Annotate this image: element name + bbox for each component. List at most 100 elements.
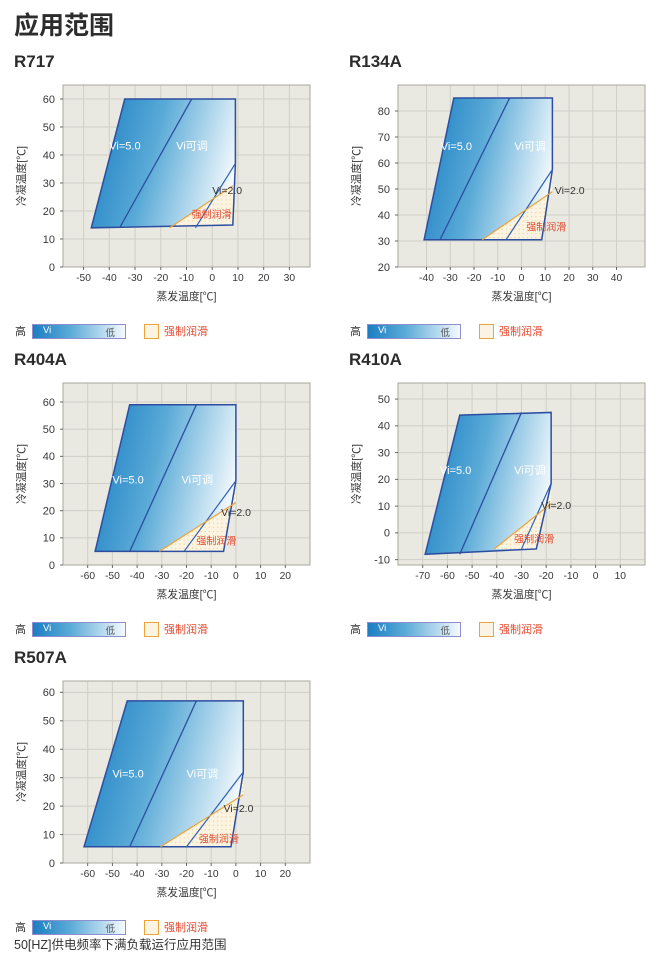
svg-text:-40: -40 bbox=[102, 273, 117, 284]
svg-text:0: 0 bbox=[49, 858, 55, 870]
svg-text:60: 60 bbox=[378, 158, 390, 170]
svg-text:50: 50 bbox=[43, 716, 55, 728]
svg-text:0: 0 bbox=[209, 273, 215, 284]
svg-text:20: 20 bbox=[280, 869, 292, 880]
svg-text:蒸发温度[℃]: 蒸发温度[℃] bbox=[492, 587, 552, 601]
svg-text:强制润滑: 强制润滑 bbox=[192, 208, 232, 221]
svg-text:30: 30 bbox=[378, 447, 390, 459]
svg-text:60: 60 bbox=[43, 687, 55, 699]
svg-text:20: 20 bbox=[43, 206, 55, 218]
svg-text:30: 30 bbox=[43, 478, 55, 490]
svg-text:-20: -20 bbox=[467, 273, 482, 284]
svg-text:40: 40 bbox=[43, 150, 55, 162]
svg-text:0: 0 bbox=[519, 273, 525, 284]
svg-text:-50: -50 bbox=[76, 273, 91, 284]
svg-text:60: 60 bbox=[43, 397, 55, 409]
svg-text:-40: -40 bbox=[130, 571, 145, 582]
svg-text:Vi=5.0: Vi=5.0 bbox=[441, 141, 472, 153]
svg-text:10: 10 bbox=[540, 273, 552, 284]
svg-text:10: 10 bbox=[615, 571, 627, 582]
svg-text:-30: -30 bbox=[514, 571, 529, 582]
svg-text:30: 30 bbox=[587, 273, 599, 284]
svg-text:Vi=5.0: Vi=5.0 bbox=[109, 140, 140, 152]
svg-text:40: 40 bbox=[43, 744, 55, 756]
svg-text:Vi可调: Vi可调 bbox=[176, 139, 208, 152]
svg-text:-10: -10 bbox=[204, 869, 219, 880]
svg-text:-10: -10 bbox=[179, 273, 194, 284]
svg-text:蒸发温度[℃]: 蒸发温度[℃] bbox=[157, 885, 217, 899]
svg-text:-20: -20 bbox=[153, 273, 168, 284]
svg-text:10: 10 bbox=[255, 571, 267, 582]
svg-text:Vi=2.0: Vi=2.0 bbox=[224, 803, 254, 815]
svg-text:20: 20 bbox=[43, 801, 55, 813]
svg-text:Vi可调: Vi可调 bbox=[182, 474, 214, 487]
svg-text:-60: -60 bbox=[440, 571, 455, 582]
svg-text:20: 20 bbox=[378, 262, 390, 274]
svg-text:60: 60 bbox=[43, 94, 55, 106]
svg-text:20: 20 bbox=[43, 505, 55, 517]
svg-text:冷凝温度[℃]: 冷凝温度[℃] bbox=[15, 146, 28, 206]
svg-text:-20: -20 bbox=[179, 869, 194, 880]
svg-text:-50: -50 bbox=[465, 571, 480, 582]
svg-text:Vi可调: Vi可调 bbox=[187, 768, 219, 781]
svg-text:0: 0 bbox=[593, 571, 599, 582]
svg-text:10: 10 bbox=[43, 829, 55, 841]
svg-text:Vi=2.0: Vi=2.0 bbox=[555, 185, 585, 197]
svg-text:20: 20 bbox=[280, 571, 292, 582]
svg-text:-10: -10 bbox=[563, 571, 578, 582]
svg-text:0: 0 bbox=[233, 869, 239, 880]
svg-text:Vi=2.0: Vi=2.0 bbox=[221, 507, 251, 519]
svg-text:Vi=5.0: Vi=5.0 bbox=[112, 769, 143, 781]
svg-text:Vi可调: Vi可调 bbox=[514, 464, 546, 477]
svg-text:Vi可调: Vi可调 bbox=[514, 140, 546, 153]
svg-text:50: 50 bbox=[378, 184, 390, 196]
svg-text:30: 30 bbox=[284, 273, 296, 284]
svg-text:-10: -10 bbox=[374, 554, 390, 566]
svg-text:Vi=2.0: Vi=2.0 bbox=[212, 185, 242, 197]
svg-text:冷凝温度[℃]: 冷凝温度[℃] bbox=[350, 146, 363, 206]
svg-text:10: 10 bbox=[43, 234, 55, 246]
svg-text:40: 40 bbox=[43, 451, 55, 463]
svg-text:30: 30 bbox=[43, 178, 55, 190]
svg-text:-20: -20 bbox=[539, 571, 554, 582]
svg-text:10: 10 bbox=[43, 533, 55, 545]
svg-text:-40: -40 bbox=[130, 869, 145, 880]
svg-text:-20: -20 bbox=[179, 571, 194, 582]
svg-text:40: 40 bbox=[378, 421, 390, 433]
svg-text:Vi=5.0: Vi=5.0 bbox=[440, 465, 471, 477]
svg-text:-40: -40 bbox=[489, 571, 504, 582]
svg-text:0: 0 bbox=[233, 571, 239, 582]
svg-text:强制润滑: 强制润滑 bbox=[514, 532, 554, 545]
svg-text:0: 0 bbox=[49, 560, 55, 572]
svg-text:0: 0 bbox=[49, 262, 55, 274]
svg-text:20: 20 bbox=[378, 474, 390, 486]
svg-text:10: 10 bbox=[378, 501, 390, 513]
svg-text:-10: -10 bbox=[204, 571, 219, 582]
svg-text:-50: -50 bbox=[105, 571, 120, 582]
svg-text:40: 40 bbox=[611, 273, 623, 284]
svg-text:蒸发温度[℃]: 蒸发温度[℃] bbox=[157, 289, 217, 303]
svg-text:10: 10 bbox=[255, 869, 267, 880]
svg-text:-30: -30 bbox=[154, 869, 169, 880]
svg-text:70: 70 bbox=[378, 132, 390, 144]
svg-text:0: 0 bbox=[384, 528, 390, 540]
svg-text:-10: -10 bbox=[490, 273, 505, 284]
svg-text:80: 80 bbox=[378, 106, 390, 118]
svg-text:30: 30 bbox=[43, 772, 55, 784]
svg-text:-70: -70 bbox=[415, 571, 430, 582]
svg-text:30: 30 bbox=[378, 236, 390, 248]
svg-text:20: 20 bbox=[563, 273, 575, 284]
svg-text:-40: -40 bbox=[419, 273, 434, 284]
svg-text:蒸发温度[℃]: 蒸发温度[℃] bbox=[492, 289, 552, 303]
svg-text:冷凝温度[℃]: 冷凝温度[℃] bbox=[15, 742, 28, 802]
svg-text:20: 20 bbox=[258, 273, 270, 284]
svg-text:50: 50 bbox=[378, 394, 390, 406]
svg-text:-30: -30 bbox=[443, 273, 458, 284]
svg-text:冷凝温度[℃]: 冷凝温度[℃] bbox=[350, 444, 363, 504]
svg-text:-60: -60 bbox=[80, 571, 95, 582]
svg-text:蒸发温度[℃]: 蒸发温度[℃] bbox=[157, 587, 217, 601]
svg-text:40: 40 bbox=[378, 210, 390, 222]
svg-text:-50: -50 bbox=[105, 869, 120, 880]
svg-text:Vi=2.0: Vi=2.0 bbox=[541, 500, 571, 512]
svg-text:50: 50 bbox=[43, 424, 55, 436]
